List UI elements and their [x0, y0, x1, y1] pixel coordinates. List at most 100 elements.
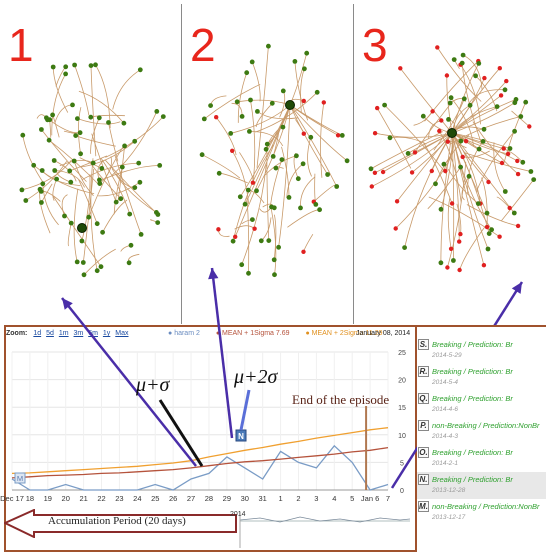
network-node	[445, 139, 450, 144]
network-node	[300, 161, 306, 167]
network-edge	[210, 95, 227, 106]
network-edge	[112, 69, 141, 110]
network-edge	[83, 248, 116, 276]
list-item[interactable]: Q. Breaking / Prediction: Br 2014-4-6	[417, 391, 546, 418]
network-node	[505, 151, 511, 157]
list-item[interactable]: M. non-Breaking / Prediction:NonBr 2013-…	[417, 499, 546, 526]
network-node	[90, 160, 96, 166]
network-node	[457, 267, 462, 273]
network-edge	[440, 132, 453, 263]
network-node	[132, 185, 138, 191]
network-edge	[451, 132, 488, 214]
legend-series1[interactable]: ● haram 2	[168, 330, 200, 337]
network-edge	[286, 163, 304, 199]
network-node	[237, 194, 243, 200]
network-node	[52, 168, 58, 173]
network-node	[448, 95, 454, 101]
network-node	[515, 171, 521, 177]
network-node	[444, 73, 450, 78]
network-edge	[371, 132, 453, 187]
annotation-mu-2sigma: μ+2σ	[234, 366, 278, 388]
network-node	[380, 169, 386, 175]
network-node	[113, 199, 119, 205]
network-edge	[460, 64, 481, 125]
item-date: 2013-12-28	[432, 487, 466, 494]
network-edge	[54, 170, 85, 188]
network-edge	[204, 83, 261, 120]
network-node	[494, 104, 500, 109]
network-edge	[52, 178, 57, 201]
item-title: non-Breaking / Prediction:NonBr	[432, 502, 540, 511]
network-edge	[281, 146, 290, 198]
network-edge	[278, 104, 291, 248]
network-edge	[42, 183, 59, 226]
network-edge	[287, 209, 320, 228]
item-letter: P.	[418, 420, 429, 431]
network-node	[387, 135, 393, 141]
network-edge	[33, 164, 95, 194]
network-edge	[503, 102, 527, 165]
item-title: Breaking / Prediction: Br	[432, 394, 513, 403]
network-node	[515, 158, 520, 164]
network-node	[279, 157, 285, 163]
network-node	[249, 59, 255, 65]
network-node	[394, 199, 400, 204]
network-node	[460, 154, 465, 160]
network-graph-2	[199, 43, 350, 278]
zoom-1d[interactable]: 1d	[33, 330, 42, 337]
network-edge	[493, 142, 506, 192]
network-edge	[436, 47, 482, 102]
network-node	[81, 272, 87, 278]
network-node	[230, 148, 235, 153]
list-item[interactable]: N. Breaking / Prediction: Br 2013-12-28	[417, 472, 546, 499]
legend-series3[interactable]: ● MEAN + 2Sigma 11.29	[305, 330, 383, 337]
network-node	[484, 210, 490, 216]
network-edge	[90, 117, 100, 154]
zoom-1m[interactable]: 1m	[58, 330, 69, 337]
item-title: Breaking / Prediction: Br	[432, 367, 513, 376]
network-node	[50, 64, 56, 70]
list-item[interactable]: S. Breaking / Prediction: Br 2014-5-29	[417, 337, 546, 364]
item-title: Breaking / Prediction: Br	[432, 448, 513, 457]
network-node	[512, 128, 517, 134]
list-item[interactable]: P. non-Breaking / Prediction:NonBr 2014-…	[417, 418, 546, 445]
zoom-1y[interactable]: 1y	[102, 330, 111, 337]
zoom-max[interactable]: Max	[115, 330, 129, 337]
network-edge	[100, 158, 131, 215]
zoom-6m[interactable]: 6m	[88, 330, 98, 337]
network-edge	[41, 183, 53, 203]
network-node	[523, 99, 529, 105]
item-title: non-Breaking / Prediction:NonBr	[432, 421, 540, 430]
network-node	[264, 141, 270, 147]
network-edge	[440, 132, 453, 210]
network-graphs	[19, 43, 537, 278]
network-node	[234, 99, 240, 105]
network-edge	[49, 119, 52, 138]
list-item[interactable]: O. Breaking / Prediction: Br 2014-2-1	[417, 445, 546, 472]
network-node	[497, 234, 502, 239]
legend-series2[interactable]: ● MEAN + 1Sigma 7.69	[215, 330, 290, 337]
network-edge	[413, 111, 433, 126]
network-edge	[78, 179, 98, 224]
network-node	[461, 96, 467, 102]
network-node	[74, 259, 80, 265]
network-edge	[237, 72, 248, 123]
network-node	[402, 245, 407, 251]
network-edge	[451, 132, 460, 242]
accumulation-label: Accumulation Period (20 days)	[48, 515, 186, 527]
network-edge	[54, 104, 73, 124]
network-node	[154, 109, 160, 114]
network-node	[97, 177, 102, 183]
network-node	[99, 166, 105, 171]
network-node	[98, 264, 104, 270]
list-item[interactable]: R. Breaking / Prediction: Br 2014-5-4	[417, 364, 546, 391]
network-panel-1	[0, 4, 182, 324]
zoom-3m[interactable]: 3m	[73, 330, 84, 337]
network-node	[504, 78, 509, 84]
item-letter: Q.	[418, 393, 429, 404]
network-node	[375, 105, 380, 111]
network-node	[435, 45, 440, 50]
zoom-5d[interactable]: 5d	[46, 330, 54, 337]
network-node	[121, 120, 127, 126]
network-node	[467, 102, 473, 108]
